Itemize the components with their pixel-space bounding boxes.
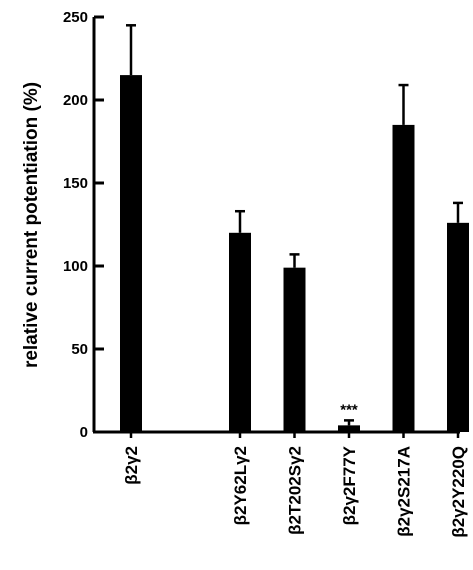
category-label: β2γ2Y220Q (449, 446, 468, 538)
bar (338, 425, 360, 432)
y-axis-label: relative current potentiation (%) (21, 82, 42, 368)
bars (120, 75, 469, 433)
category-labels: β2γ2 β2Y62Lγ2 β2T202Sγ2 β2γ2F77Y β2γ2S217A β2… (122, 445, 468, 537)
y-tick-label: 200 (63, 92, 88, 109)
bar (120, 75, 142, 432)
y-tick-label: 50 (71, 341, 88, 358)
bar (229, 232, 251, 432)
annotations: *** (340, 401, 358, 418)
category-label: β2T202Sγ2 (286, 446, 305, 535)
error-bars (126, 24, 463, 426)
significance-annotation: *** (340, 401, 358, 418)
y-tick-label: 150 (63, 175, 88, 192)
y-tick-label: 250 (63, 9, 88, 26)
bar (447, 222, 469, 432)
y-tick-label: 0 (80, 424, 88, 441)
bar (392, 124, 415, 433)
category-label: β2γ2F77Y (340, 445, 359, 525)
category-label: β2γ2S217A (395, 446, 414, 537)
x-axis (93, 430, 460, 438)
y-axis: 0 50 100 150 200 250 (63, 9, 104, 441)
bar (283, 267, 306, 432)
category-label: β2γ2 (122, 446, 141, 485)
y-tick-label: 100 (63, 258, 88, 275)
category-label: β2Y62Lγ2 (231, 446, 250, 525)
